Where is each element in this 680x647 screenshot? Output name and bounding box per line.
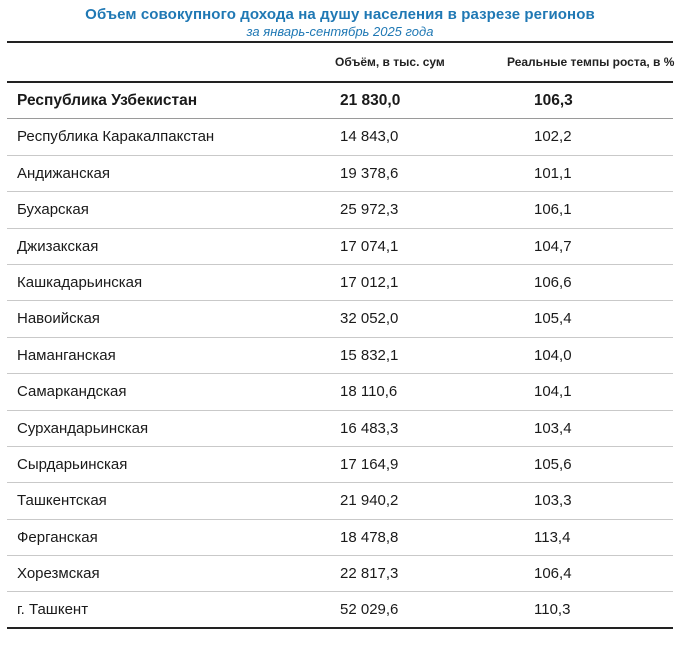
table-row: Кашкадарьинская 17 012,1 106,6 xyxy=(7,265,673,302)
page-subtitle: за январь-сентябрь 2025 года xyxy=(246,24,434,39)
growth-value: 110,3 xyxy=(534,601,571,619)
volume-value: 16 483,3 xyxy=(340,419,399,437)
region-name: Ташкентская xyxy=(17,492,107,510)
table-row: Ферганская 18 478,8 113,4 xyxy=(7,520,673,557)
volume-value: 15 832,1 xyxy=(340,346,399,364)
volume-value: 22 817,3 xyxy=(340,565,399,583)
table-row: Наманганская 15 832,1 104,0 xyxy=(7,338,673,375)
table-row: Сурхандарьинская 16 483,3 103,4 xyxy=(7,411,673,447)
growth-value: 103,4 xyxy=(534,419,572,437)
volume-value: 25 972,3 xyxy=(340,201,399,219)
region-name: Ферганская xyxy=(17,528,98,546)
region-name: Андижанская xyxy=(17,164,110,182)
growth-value: 106,1 xyxy=(534,201,572,219)
table-row: Андижанская 19 378,6 101,1 xyxy=(7,156,673,193)
column-header-volume: Объём, в тыс. сум xyxy=(335,55,445,69)
growth-value: 106,3 xyxy=(534,92,573,109)
table-row: Ташкентская 21 940,2 103,3 xyxy=(7,483,673,520)
growth-value: 104,7 xyxy=(534,237,572,255)
volume-value: 17 074,1 xyxy=(340,237,399,255)
growth-value: 113,4 xyxy=(534,528,571,546)
volume-value: 21 830,0 xyxy=(340,92,401,109)
growth-value: 106,4 xyxy=(534,565,572,583)
region-name: Джизакская xyxy=(17,237,99,255)
column-header-growth: Реальные темпы роста, в % xyxy=(507,55,675,69)
region-name: Бухарская xyxy=(17,201,89,219)
volume-value: 17 164,9 xyxy=(340,455,399,473)
volume-value: 52 029,6 xyxy=(340,601,399,619)
table-row: Хорезмская 22 817,3 106,4 xyxy=(7,556,673,593)
region-name: Самаркандская xyxy=(17,383,127,401)
volume-value: 18 478,8 xyxy=(340,528,399,546)
region-name: Наманганская xyxy=(17,346,116,364)
region-name: Сурхандарьинская xyxy=(17,419,149,437)
table-row: Бухарская 25 972,3 106,1 xyxy=(7,192,673,229)
volume-value: 18 110,6 xyxy=(340,383,398,401)
region-name: г. Ташкент xyxy=(17,601,89,619)
page-title: Объем совокупного дохода на душу населен… xyxy=(85,6,595,23)
volume-value: 32 052,0 xyxy=(340,310,399,328)
volume-value: 21 940,2 xyxy=(340,492,399,510)
region-name: Республика Каракалпакстан xyxy=(17,128,215,146)
table-row: Самаркандская 18 110,6 104,1 xyxy=(7,374,673,411)
growth-value: 105,6 xyxy=(534,455,572,473)
growth-value: 101,1 xyxy=(534,164,572,182)
table-row: г. Ташкент 52 029,6 110,3 xyxy=(7,592,673,629)
table-row: Навоийская 32 052,0 105,4 xyxy=(7,301,673,338)
table-row: Республика Каракалпакстан 14 843,0 102,2 xyxy=(7,119,673,156)
growth-value: 103,3 xyxy=(534,492,572,510)
table-row: Сырдарьинская 17 164,9 105,6 xyxy=(7,447,673,484)
growth-value: 104,0 xyxy=(534,346,572,364)
region-name: Навоийская xyxy=(17,310,100,328)
volume-value: 19 378,6 xyxy=(340,164,399,182)
region-name: Сырдарьинская xyxy=(17,455,128,473)
growth-value: 105,4 xyxy=(534,310,572,328)
volume-value: 14 843,0 xyxy=(340,128,399,146)
growth-value: 104,1 xyxy=(534,383,572,401)
table-top-rule xyxy=(7,41,673,43)
growth-value: 102,2 xyxy=(534,128,572,146)
table-body: Республика Узбекистан 21 830,0 106,3 Рес… xyxy=(7,83,673,629)
region-name: Кашкадарьинская xyxy=(17,273,143,291)
table-row-total: Республика Узбекистан 21 830,0 106,3 xyxy=(7,83,673,120)
growth-value: 106,6 xyxy=(534,273,572,291)
table-header-row: Объём, в тыс. сум Реальные темпы роста, … xyxy=(7,43,675,81)
region-name: Хорезмская xyxy=(17,565,100,583)
table-row: Джизакская 17 074,1 104,7 xyxy=(7,229,673,265)
region-name: Республика Узбекистан xyxy=(17,92,198,109)
volume-value: 17 012,1 xyxy=(340,273,399,291)
table-header-rule xyxy=(7,81,673,83)
